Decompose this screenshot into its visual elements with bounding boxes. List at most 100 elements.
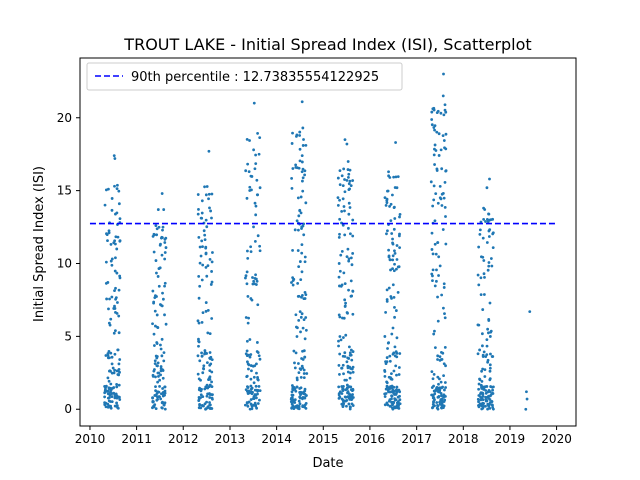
data-point — [294, 313, 298, 317]
data-point — [155, 233, 159, 237]
data-point — [107, 405, 111, 409]
data-point — [205, 394, 209, 398]
data-point — [388, 387, 392, 391]
data-point — [524, 407, 528, 411]
data-point — [477, 283, 481, 287]
plot-frame — [79, 57, 577, 427]
y-tick-label: 0 — [64, 402, 72, 416]
data-point — [164, 322, 168, 326]
data-point — [443, 180, 447, 184]
data-point — [299, 330, 302, 334]
x-tick-label: 2014 — [261, 432, 292, 446]
data-point — [351, 289, 355, 293]
data-point — [338, 352, 342, 356]
data-point — [246, 249, 249, 253]
data-point — [395, 385, 399, 389]
data-point — [301, 189, 305, 193]
data-point — [345, 360, 349, 364]
data-point — [488, 377, 492, 381]
data-point — [160, 192, 164, 195]
data-point — [297, 399, 301, 403]
data-point — [109, 317, 113, 321]
data-point — [113, 157, 117, 160]
data-point — [439, 197, 443, 201]
data-point — [488, 177, 491, 181]
data-point — [482, 259, 486, 262]
data-point — [156, 380, 160, 384]
data-point — [301, 179, 304, 183]
data-point — [346, 366, 350, 370]
data-point — [437, 274, 440, 277]
data-point — [109, 382, 113, 386]
data-point — [340, 392, 344, 395]
data-point — [207, 376, 211, 380]
data-point — [104, 282, 108, 285]
data-point — [346, 370, 350, 374]
data-point — [106, 239, 109, 243]
data-point — [106, 392, 110, 396]
data-point — [486, 268, 490, 272]
data-point — [117, 288, 121, 292]
data-point — [488, 407, 492, 410]
data-point — [201, 395, 205, 399]
data-point — [206, 406, 210, 410]
data-point — [249, 398, 253, 401]
data-point — [396, 395, 400, 399]
data-point — [436, 358, 439, 361]
data-point — [161, 376, 165, 380]
data-point — [385, 288, 389, 292]
data-point — [337, 313, 341, 317]
data-point — [291, 283, 295, 287]
data-point — [295, 219, 299, 223]
data-point — [440, 204, 444, 207]
data-point — [295, 385, 299, 389]
data-point — [477, 387, 481, 391]
data-point — [252, 225, 255, 229]
data-point — [197, 337, 200, 341]
data-point — [107, 399, 111, 403]
data-point — [301, 405, 305, 408]
x-tick-label: 2013 — [215, 432, 246, 446]
data-point — [160, 406, 164, 410]
data-point — [200, 354, 204, 358]
data-point — [488, 335, 492, 338]
data-point — [160, 354, 164, 358]
data-point — [297, 166, 301, 170]
data-point — [395, 244, 399, 247]
data-point — [153, 344, 156, 347]
data-point — [151, 400, 155, 404]
data-point — [440, 293, 444, 297]
data-point — [439, 148, 443, 152]
data-point — [247, 170, 251, 174]
data-point — [442, 374, 445, 378]
data-point — [154, 394, 158, 397]
data-point — [163, 237, 167, 241]
data-point — [106, 376, 110, 380]
data-point — [491, 231, 495, 235]
data-point — [389, 219, 393, 223]
data-point — [244, 169, 248, 173]
data-point — [302, 233, 306, 237]
data-point — [391, 401, 395, 405]
x-tick-label: 2017 — [401, 432, 432, 446]
data-point — [117, 395, 120, 399]
data-point — [152, 332, 156, 336]
data-point — [480, 332, 484, 336]
data-point — [210, 370, 214, 374]
data-point — [338, 315, 342, 319]
data-point — [478, 377, 481, 381]
data-point — [210, 260, 214, 264]
data-point — [248, 189, 252, 192]
data-point — [152, 250, 156, 254]
data-point — [338, 373, 341, 376]
x-axis-label: Date — [312, 456, 343, 471]
data-point — [392, 175, 396, 179]
data-point — [391, 283, 395, 287]
data-point — [303, 291, 307, 294]
data-point — [391, 352, 395, 356]
data-point — [388, 354, 392, 358]
data-point — [430, 118, 434, 121]
data-point — [115, 271, 119, 275]
data-point — [477, 382, 481, 386]
data-point — [436, 295, 439, 299]
